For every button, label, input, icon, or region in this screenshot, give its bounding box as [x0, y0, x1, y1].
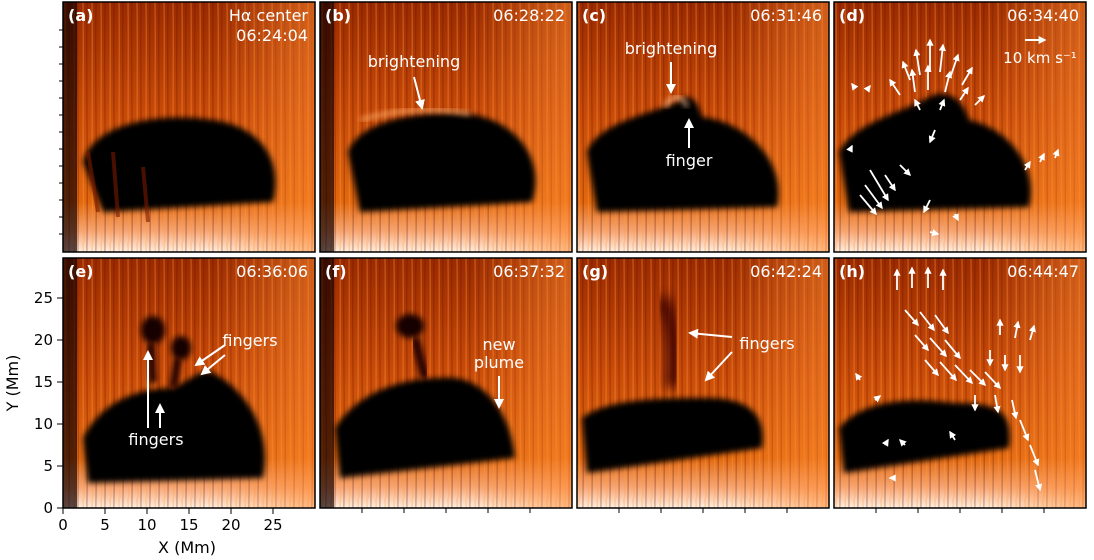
- panel-b: (b) 06:28:22 brightening: [319, 1, 573, 253]
- annotation-brightening: brightening: [368, 52, 460, 71]
- x-axis-label: X (Mm): [158, 538, 216, 557]
- panel-e: (e) 06:36:06 fingers fingers: [62, 257, 316, 509]
- x-tick-label: 0: [58, 516, 68, 534]
- y-axis: 0 5 10 15 20 25 Y (Mm): [3, 289, 63, 517]
- velocity-vectors: [846, 38, 1060, 237]
- panel-time: 06:24:04: [236, 26, 308, 45]
- annotation-arrow: [413, 76, 425, 110]
- panel-label: (b): [325, 6, 351, 25]
- panel-a: (a) Hα center 06:24:04: [62, 1, 316, 253]
- x-tick-label: 20: [221, 516, 240, 534]
- prominence-bubble: [83, 117, 276, 212]
- annotation-plume: plume: [474, 353, 524, 372]
- minor-ticks: [59, 29, 1045, 513]
- panel-f: (f) 06:37:32 new plume: [319, 257, 573, 509]
- annotation-fingers: fingers: [739, 334, 794, 353]
- y-tick-label: 20: [34, 331, 53, 349]
- x-axis: 0 5 10 15 20 25 X (Mm): [58, 508, 283, 557]
- y-tick-label: 10: [34, 415, 53, 433]
- y-tick-label: 5: [43, 457, 53, 475]
- x-tick-label: 15: [179, 516, 198, 534]
- panel-time: 06:34:40: [1007, 6, 1079, 25]
- panel-c: (c) 06:31:46 brightening finger: [576, 1, 830, 253]
- velocity-vectors: [855, 266, 1043, 492]
- panel-time: 06:44:47: [1007, 262, 1079, 281]
- y-tick-label: 0: [43, 499, 53, 517]
- annotation-brightening: brightening: [625, 39, 717, 58]
- panel-label: (h): [839, 262, 865, 281]
- panel-subtitle: Hα center: [229, 6, 309, 25]
- vector-scale-label: 10 km s⁻¹: [1003, 49, 1077, 67]
- panel-time: 06:42:24: [750, 262, 822, 281]
- annotation-new: new: [482, 335, 515, 354]
- panel-time: 06:28:22: [493, 6, 565, 25]
- annotation-fingers: fingers: [222, 331, 277, 350]
- panel-time: 06:37:32: [493, 262, 565, 281]
- panel-label: (g): [582, 262, 608, 281]
- panel-h: (h) 06:44:47: [833, 257, 1087, 509]
- annotation-fingers: fingers: [128, 430, 183, 449]
- panel-label: (d): [839, 6, 865, 25]
- x-tick-label: 5: [100, 516, 110, 534]
- panel-time: 06:36:06: [236, 262, 308, 281]
- panel-label: (f): [325, 262, 347, 281]
- y-tick-label: 15: [34, 373, 53, 391]
- y-tick-label: 25: [34, 289, 53, 307]
- panel-time: 06:31:46: [750, 6, 822, 25]
- panel-label: (a): [68, 6, 93, 25]
- panel-d: (d) 06:34:40 10 km s⁻¹: [833, 1, 1087, 253]
- x-tick-label: 10: [137, 516, 156, 534]
- panel-label: (c): [582, 6, 606, 25]
- panel-label: (e): [68, 262, 93, 281]
- x-tick-label: 25: [263, 516, 282, 534]
- y-axis-label: Y (Mm): [3, 355, 22, 413]
- annotation-finger: finger: [666, 151, 713, 170]
- panel-g: (g) 06:42:24 fingers: [576, 257, 830, 509]
